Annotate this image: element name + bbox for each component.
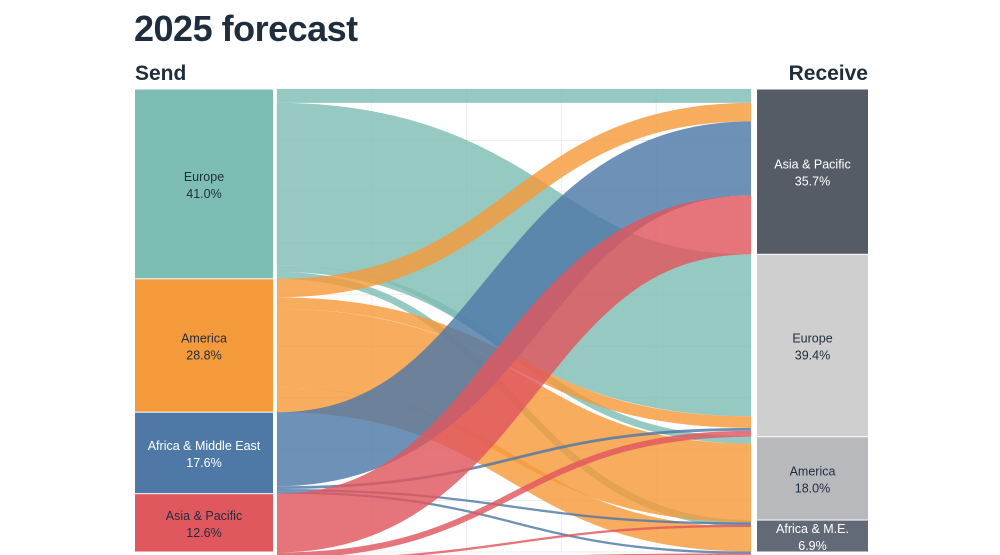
node-group: Europe 41.0% America 28.8% Africa & Middle E…: [135, 89, 868, 553]
source-label-asia-and-pacific: Asia & Pacific: [166, 509, 242, 523]
source-node-europe: [135, 89, 273, 279]
source-value-asia-and-pacific: 12.6%: [186, 526, 221, 540]
source-value-europe: 41.0%: [186, 187, 221, 201]
flow-group: [275, 88, 753, 555]
target-value-asia-and-pacific: 35.7%: [795, 175, 830, 189]
target-node-europe: [757, 254, 868, 437]
target-label-africa-and-m-e: Africa & M.E.: [776, 522, 849, 536]
flow-africa-and-middle-east-to-asia-and-pacific: [276, 121, 752, 487]
source-label-europe: Europe: [184, 170, 224, 184]
source-node-america: [135, 279, 273, 412]
source-value-america: 28.8%: [186, 349, 221, 363]
source-label-america: America: [181, 332, 227, 346]
target-label-europe: Europe: [792, 332, 832, 346]
source-label-africa-and-middle-east: Africa & Middle East: [148, 439, 261, 453]
target-node-africa-and-m-e: [757, 520, 868, 552]
source-node-africa-and-middle-east: [135, 412, 273, 494]
chart-title: 2025 forecast: [134, 8, 358, 49]
source-node-asia-and-pacific: [135, 494, 273, 552]
target-label-asia-and-pacific: Asia & Pacific: [774, 158, 850, 172]
flow-asia-and-pacific-to-asia-and-pacific: [276, 195, 752, 553]
flow-america-to-asia-and-pacific: [276, 102, 752, 298]
send-header: Send: [135, 62, 187, 85]
target-value-africa-and-m-e: 6.9%: [798, 539, 827, 553]
target-value-america: 18.0%: [795, 481, 830, 495]
source-value-africa-and-middle-east: 17.6%: [186, 456, 221, 470]
flow-asia-and-pacific-to-africa-and-m-e: [581, 553, 752, 555]
receive-header: Receive: [788, 62, 868, 85]
target-value-europe: 39.4%: [795, 349, 830, 363]
target-node-america: [757, 437, 868, 520]
target-label-america: America: [790, 464, 836, 478]
target-node-asia-and-pacific: [757, 89, 868, 254]
flow-asia-and-pacific-to-america: [393, 524, 752, 555]
flow-asia-and-pacific-to-europe: [276, 430, 752, 555]
